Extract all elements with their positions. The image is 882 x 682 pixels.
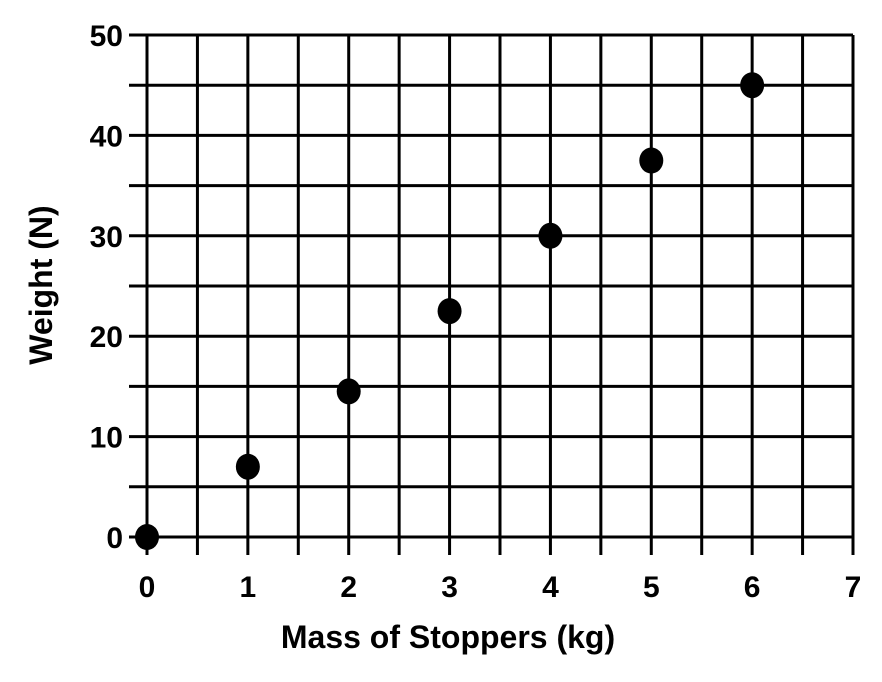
y-tick-label: 20	[90, 321, 123, 354]
y-axis-title: Weight (N)	[23, 205, 59, 364]
data-point	[235, 453, 260, 480]
data-point	[639, 147, 664, 174]
data-point	[740, 72, 765, 99]
y-tick-label: 40	[90, 120, 123, 153]
y-tick-label: 0	[106, 522, 123, 555]
y-tick-label: 30	[90, 221, 123, 254]
x-tick-label: 6	[744, 571, 761, 604]
x-tick-label: 4	[542, 571, 559, 604]
y-tick-label: 10	[90, 422, 123, 455]
x-axis-title: Mass of Stoppers (kg)	[281, 619, 615, 655]
grid	[129, 33, 855, 555]
data-point	[336, 378, 361, 405]
x-tick-label: 2	[340, 571, 357, 604]
data-point	[437, 298, 462, 325]
y-tick-label: 50	[90, 20, 123, 53]
x-tick-label: 1	[240, 571, 257, 604]
data-points	[135, 72, 765, 550]
x-tick-label: 5	[643, 571, 660, 604]
x-tick-labels: 0 1 2 3 4 5 6 7	[139, 571, 862, 604]
y-tick-labels: 0 10 20 30 40 50	[90, 20, 123, 555]
x-tick-label: 0	[139, 571, 156, 604]
data-point	[538, 222, 563, 249]
x-tick-label: 7	[845, 571, 862, 604]
data-point	[135, 524, 159, 550]
x-tick-label: 3	[441, 571, 458, 604]
